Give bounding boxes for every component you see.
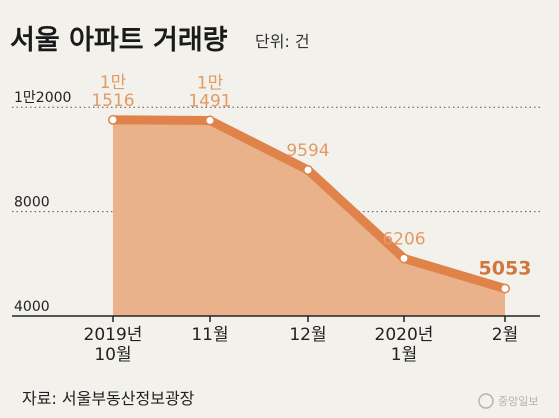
x-tick-label: 11월 bbox=[191, 325, 228, 345]
data-label: 5053 bbox=[479, 258, 532, 280]
source-note: 자료: 서울부동산정보광장 bbox=[22, 389, 195, 408]
area-fill bbox=[113, 119, 505, 316]
unit-label: 단위: 건 bbox=[255, 32, 310, 51]
data-label: 1만 bbox=[197, 73, 224, 93]
x-tick-label: 2020년 bbox=[375, 325, 434, 345]
data-point bbox=[399, 253, 409, 264]
data-label: 1491 bbox=[188, 91, 231, 111]
x-tick-label: 2월 bbox=[492, 325, 518, 345]
watermark-logo: 중앙일보 bbox=[478, 393, 538, 409]
watermark-icon bbox=[478, 393, 494, 409]
data-label: 9594 bbox=[286, 141, 329, 161]
data-point bbox=[500, 283, 510, 294]
data-label: 1만 bbox=[100, 73, 127, 93]
x-tick-label: 10월 bbox=[94, 345, 131, 365]
x-tick-label: 2019년 bbox=[84, 325, 143, 345]
data-point bbox=[108, 114, 118, 125]
data-point bbox=[303, 165, 313, 175]
x-tick-label: 12월 bbox=[289, 325, 326, 345]
x-tick-label: 1월 bbox=[391, 345, 417, 365]
data-point bbox=[205, 115, 215, 126]
watermark-text: 중앙일보 bbox=[498, 394, 538, 408]
data-label: 6206 bbox=[382, 229, 425, 249]
y-tick-label: 8000 bbox=[14, 195, 50, 211]
data-label: 1516 bbox=[91, 91, 134, 111]
y-tick-label: 4000 bbox=[14, 299, 50, 315]
y-tick-label: 1만2000 bbox=[14, 90, 71, 106]
chart-title: 서울 아파트 거래량 bbox=[10, 25, 228, 56]
